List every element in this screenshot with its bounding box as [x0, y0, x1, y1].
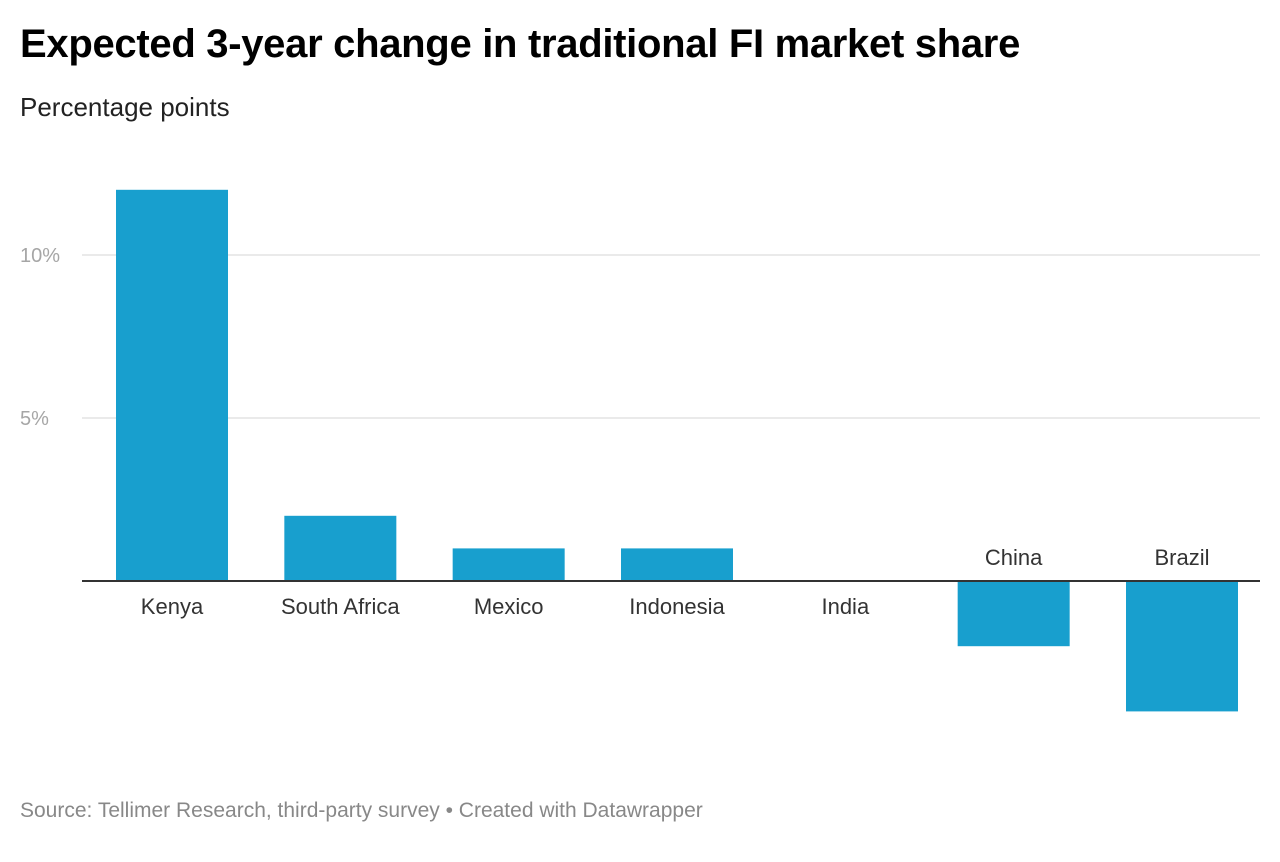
chart-title: Expected 3-year change in traditional FI… [20, 22, 1021, 66]
y-tick-label: 5% [20, 408, 49, 430]
bar-kenya [116, 189, 228, 582]
category-label: China [985, 545, 1043, 570]
gridlines: 5% 10% [20, 245, 1260, 430]
y-tick-label: 10% [20, 245, 60, 267]
bar-brazil [1126, 581, 1238, 712]
bar-indonesia [621, 548, 733, 581]
bar-mexico [452, 548, 565, 581]
category-label: South Africa [281, 594, 400, 619]
chart-subtitle: Percentage points [20, 92, 230, 122]
category-label: Mexico [474, 594, 544, 619]
category-label: Indonesia [629, 594, 725, 619]
bar-china [957, 581, 1070, 647]
category-label: Brazil [1154, 545, 1209, 570]
bars [116, 189, 1238, 712]
category-label: Kenya [141, 594, 204, 619]
category-labels: Kenya South Africa Mexico Indonesia India Chi… [141, 545, 1210, 619]
category-label: India [821, 594, 869, 619]
bar-south-africa [284, 515, 397, 581]
source-note: Source: Tellimer Research, third-party s… [20, 799, 703, 822]
